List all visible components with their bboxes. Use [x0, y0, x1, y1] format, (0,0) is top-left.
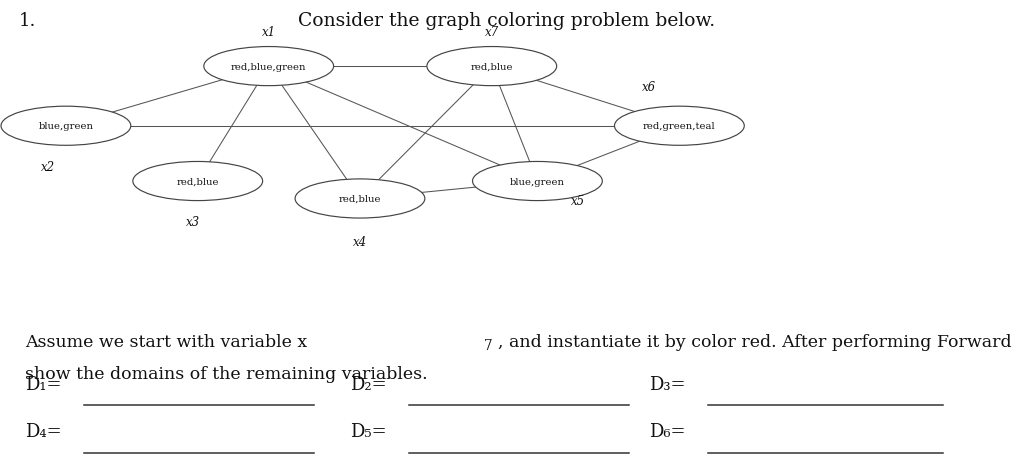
Text: x7: x7	[485, 26, 499, 39]
Text: x5: x5	[571, 194, 585, 207]
Text: show the domains of the remaining variables.: show the domains of the remaining variab…	[25, 366, 428, 383]
Ellipse shape	[427, 48, 557, 87]
Text: red,blue,green: red,blue,green	[231, 62, 306, 71]
Text: D₁=: D₁=	[25, 375, 62, 393]
Text: D₂=: D₂=	[350, 375, 386, 393]
Ellipse shape	[204, 48, 334, 87]
Text: red,blue: red,blue	[176, 177, 219, 186]
Ellipse shape	[614, 107, 744, 146]
Text: blue,green: blue,green	[39, 122, 93, 131]
Ellipse shape	[473, 162, 602, 201]
Text: red,green,teal: red,green,teal	[643, 122, 716, 131]
Text: x3: x3	[186, 216, 200, 228]
Text: x1: x1	[262, 26, 276, 39]
Text: Assume we start with variable x: Assume we start with variable x	[25, 333, 307, 350]
Text: , and instantiate it by color red. After performing Forward Checking,: , and instantiate it by color red. After…	[498, 333, 1014, 350]
Text: red,blue: red,blue	[470, 62, 513, 71]
Text: red,blue: red,blue	[339, 195, 381, 204]
Text: D₅=: D₅=	[350, 422, 386, 440]
Text: x6: x6	[642, 81, 656, 94]
Ellipse shape	[295, 179, 425, 218]
Text: x2: x2	[41, 160, 55, 173]
Text: D₃=: D₃=	[649, 375, 685, 393]
Text: x4: x4	[353, 236, 367, 248]
Text: D₆=: D₆=	[649, 422, 685, 440]
Text: Consider the graph coloring problem below.: Consider the graph coloring problem belo…	[298, 12, 716, 30]
Text: 7: 7	[484, 338, 493, 352]
Text: D₄=: D₄=	[25, 422, 62, 440]
Text: blue,green: blue,green	[510, 177, 565, 186]
Ellipse shape	[1, 107, 131, 146]
Ellipse shape	[133, 162, 263, 201]
Text: 1.: 1.	[18, 12, 35, 30]
